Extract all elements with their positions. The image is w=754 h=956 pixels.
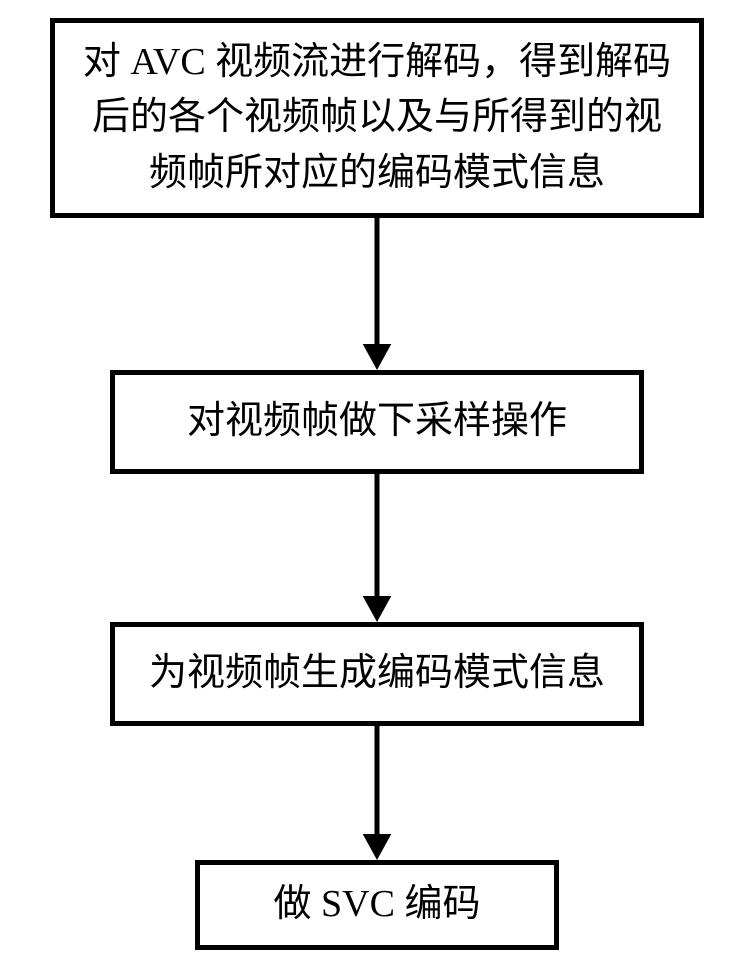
flowchart-canvas: 对 AVC 视频流进行解码，得到解码后的各个视频帧以及与所得到的视频帧所对应的编… [0, 0, 754, 956]
flowchart-node-n3: 为视频帧生成编码模式信息 [110, 622, 644, 726]
flowchart-node-n2-label: 对视频帧做下采样操作 [187, 394, 567, 449]
flowchart-node-n4-label: 做 SVC 编码 [274, 877, 481, 932]
flowchart-node-n4: 做 SVC 编码 [195, 860, 559, 950]
edge-2-arrowhead [363, 834, 392, 860]
flowchart-node-n3-label: 为视频帧生成编码模式信息 [149, 646, 605, 701]
flowchart-node-n1-label: 对 AVC 视频流进行解码，得到解码后的各个视频帧以及与所得到的视频帧所对应的编… [75, 35, 679, 200]
flowchart-node-n1: 对 AVC 视频流进行解码，得到解码后的各个视频帧以及与所得到的视频帧所对应的编… [50, 18, 704, 218]
flowchart-node-n2: 对视频帧做下采样操作 [110, 370, 644, 474]
